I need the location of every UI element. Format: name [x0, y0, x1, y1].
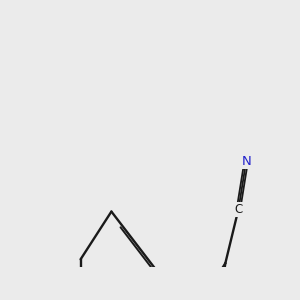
Text: N: N: [241, 155, 251, 168]
Text: C: C: [234, 203, 243, 216]
